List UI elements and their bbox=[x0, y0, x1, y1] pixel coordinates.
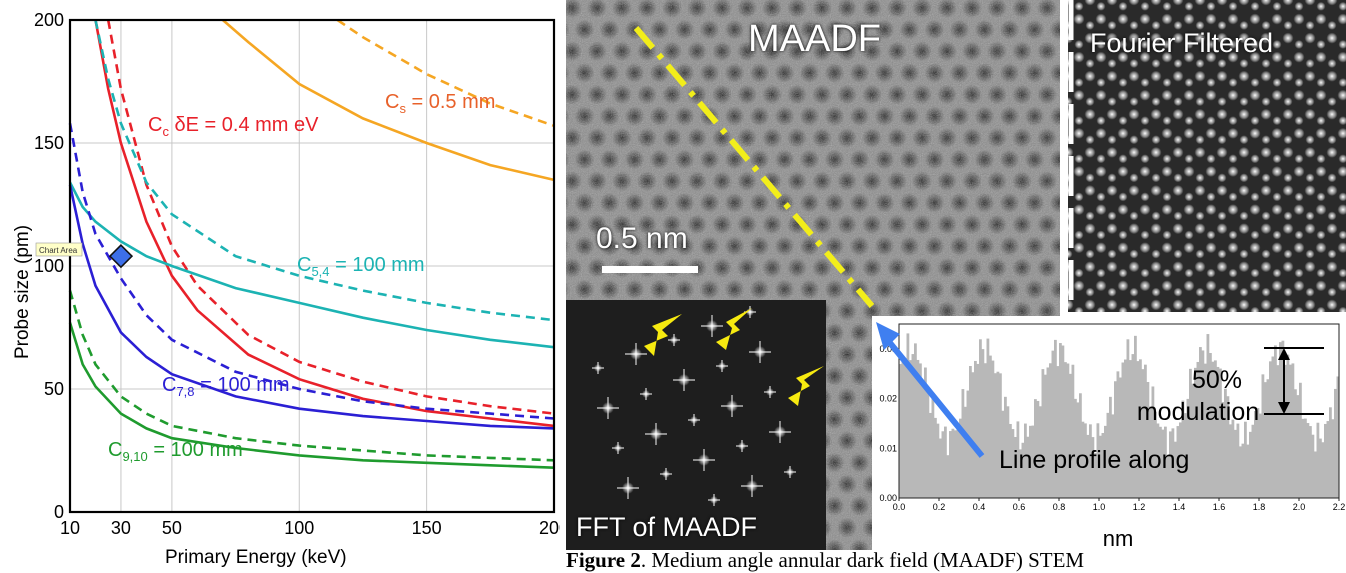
label-c54: C5,4 = 100 mm bbox=[297, 254, 425, 279]
profile-blue-arrow bbox=[872, 316, 1346, 550]
series-c910-dashed bbox=[70, 291, 554, 461]
label-c910: C9,10 = 100 mm bbox=[108, 439, 243, 464]
caption-text: . Medium angle annular dark field (MAADF… bbox=[641, 548, 1084, 572]
x-tick-label: 30 bbox=[111, 518, 131, 538]
probe-size-chart: 103050100150200050100150200 Cs = 0.5 mm … bbox=[0, 0, 560, 571]
x-tick-label: 200 bbox=[539, 518, 560, 538]
series-cc-solid bbox=[96, 20, 555, 426]
filtered-divider bbox=[1068, 0, 1088, 312]
x-tick-label: 150 bbox=[412, 518, 442, 538]
y-tick-label: 200 bbox=[34, 10, 64, 30]
filtered-title: Fourier Filtered bbox=[1090, 28, 1273, 59]
scale-bar bbox=[602, 266, 698, 273]
y-tick-label: 100 bbox=[34, 256, 64, 276]
y-tick-label: 150 bbox=[34, 133, 64, 153]
fft-arrow-mid bbox=[716, 308, 752, 350]
fft-arrows bbox=[566, 300, 872, 550]
scale-bar-label: 0.5 nm bbox=[596, 222, 688, 256]
label-cc: Cc δE = 0.4 mm eV bbox=[148, 114, 319, 139]
data-marker bbox=[110, 245, 132, 267]
y-tick-label: 0 bbox=[54, 502, 64, 522]
fft-arrow-right bbox=[788, 366, 824, 406]
chart-area-tooltip: Chart Area bbox=[36, 243, 82, 256]
caption-figure-number: Figure 2 bbox=[566, 548, 641, 572]
line-profile-path bbox=[636, 28, 872, 306]
fft-arrow-left bbox=[644, 314, 682, 356]
fourier-filtered-image: Fourier Filtered bbox=[1068, 0, 1346, 312]
x-tick-label: 100 bbox=[284, 518, 314, 538]
y-tick-label: 50 bbox=[44, 379, 64, 399]
label-cs: Cs = 0.5 mm bbox=[385, 91, 495, 116]
x-tick-label: 50 bbox=[162, 518, 182, 538]
x-axis-title: Primary Energy (keV) bbox=[165, 547, 347, 568]
chart-canvas: 103050100150200050100150200 Cs = 0.5 mm … bbox=[0, 0, 560, 571]
micrograph-figure: MAADF 0.5 nm Fourier Filtered bbox=[566, 0, 1346, 571]
y-axis-title: Probe size (pm) bbox=[12, 225, 33, 359]
maadf-title: MAADF bbox=[748, 18, 881, 61]
figure-caption: Figure 2. Medium angle annular dark fiel… bbox=[566, 548, 1346, 572]
tooltip-text: Chart Area bbox=[39, 246, 78, 255]
